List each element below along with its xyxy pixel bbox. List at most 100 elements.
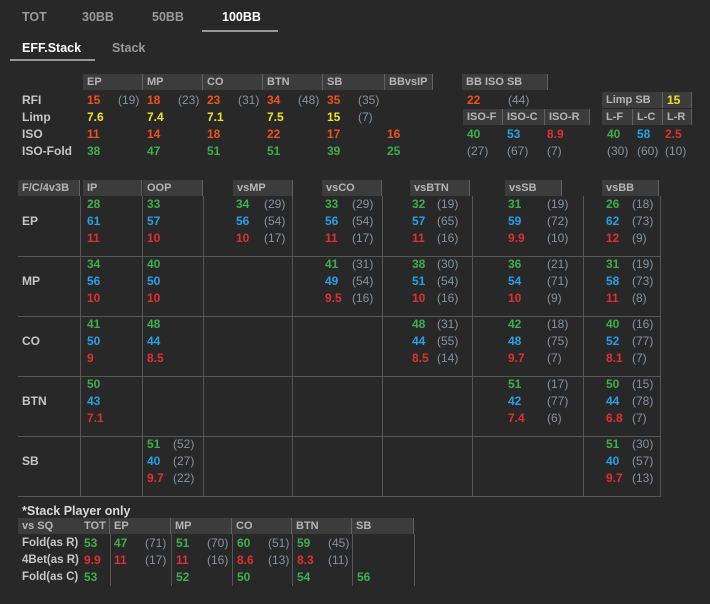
stat-value: 62: [606, 214, 620, 228]
stat-value: 47: [114, 536, 128, 550]
stat-value: 8.5: [412, 351, 429, 365]
row-label: MP: [22, 274, 40, 288]
stat-sample: (70): [207, 536, 229, 550]
stat-value: 22: [267, 127, 281, 141]
row-label: EP: [22, 214, 39, 228]
stat-value: 11: [325, 231, 338, 245]
col-header-ip: IP: [83, 180, 142, 196]
tab-30bb[interactable]: 30BB: [82, 10, 114, 24]
stat-value: 57: [147, 214, 161, 228]
t1-row-iso: ISO 11 14 18 22 17 16: [18, 126, 696, 143]
stat-value: 38: [87, 144, 101, 158]
stat-sample: (77): [547, 394, 569, 408]
stat-value: 32: [412, 197, 426, 211]
stat-value: 40: [147, 257, 161, 271]
col-header-l-c: L-C: [633, 109, 663, 125]
group-header-limp-sb: Limp SB: [602, 92, 663, 108]
t2-row-btn: BTN 50 43 7.1 51 (17) 42 (77) 7.4 (6) 50…: [18, 376, 678, 436]
tab-eff-stack[interactable]: EFF.Stack: [22, 41, 82, 55]
tab-tot[interactable]: TOT: [22, 10, 47, 24]
stat-sample: (72): [547, 214, 569, 228]
col-header-l-r: L-R: [663, 109, 692, 125]
tab-stack[interactable]: Stack: [112, 41, 146, 55]
stat-sample: (54): [437, 274, 459, 288]
stat-sample: (16): [437, 231, 459, 245]
stat-sample: (7): [632, 411, 647, 425]
stat-sample: (10): [547, 231, 569, 245]
col-header-iso-r: ISO-R: [545, 109, 590, 125]
stat-value: 53: [507, 127, 521, 141]
stat-value: 53: [84, 570, 98, 584]
stat-value: 40: [606, 317, 620, 331]
stat-sample: (16): [352, 291, 374, 305]
stat-sample: (16): [437, 291, 459, 305]
stat-sample: (73): [632, 274, 654, 288]
divider: [660, 196, 661, 496]
stat-value: 58: [606, 274, 620, 288]
stat-value: 9.7: [508, 351, 525, 365]
tab-50bb[interactable]: 50BB: [152, 10, 184, 24]
stat-value: 50: [87, 377, 101, 391]
stat-sample: (73): [632, 214, 654, 228]
stat-sample: (54): [264, 214, 286, 228]
stat-value: 51: [176, 536, 190, 550]
col-header-vssb: vsSB: [505, 180, 562, 196]
stat-value: 50: [87, 334, 101, 348]
col-header-co: CO: [232, 518, 292, 534]
col-header-vsbb: vsBB: [602, 180, 659, 196]
stat-value: 47: [147, 144, 161, 158]
stat-value: 56: [325, 214, 339, 228]
stat-sample: (30): [437, 257, 459, 271]
stat-value: 9.5: [325, 291, 342, 305]
col-header-sb: SB: [352, 518, 414, 534]
tab-100bb[interactable]: 100BB: [222, 10, 261, 24]
t1-row-rfi: RFI 15 (19) 18 (23) 23 (31) 34 (48) 35 (…: [18, 92, 696, 109]
stat-value: 7.4: [147, 110, 164, 124]
t3-row-4bet-as-r: 4Bet(as R) 9.9 11 (17) 11 (16) 8.6 (13) …: [18, 552, 418, 569]
stat-value: 50: [237, 570, 251, 584]
col-header-ep: EP: [83, 74, 143, 90]
stat-sample: (30): [607, 144, 629, 158]
stat-value: 48: [147, 317, 161, 331]
stat-sample: (45): [328, 536, 350, 550]
stat-value: 8.1: [606, 351, 623, 365]
stat-sample: (71): [547, 274, 569, 288]
stat-value: 50: [147, 274, 161, 288]
stat-value: 18: [207, 127, 221, 141]
stat-value: 41: [87, 317, 101, 331]
stat-value: 48: [508, 334, 522, 348]
corner-header-fc4v3b: F/C/4v3B: [18, 180, 80, 196]
stat-value: 48: [412, 317, 426, 331]
col-header-vsco: vsCO: [322, 180, 382, 196]
divider: [352, 534, 353, 586]
corner-header-vs-sq: vs SQ: [18, 518, 110, 534]
stat-value: 38: [412, 257, 426, 271]
stat-sample: (67): [507, 144, 529, 158]
stat-value: 15: [87, 93, 101, 107]
stat-sample: (22): [173, 471, 195, 485]
stat-value: 52: [606, 334, 620, 348]
stat-value: 9.7: [147, 471, 164, 485]
stat-value: 2.5: [665, 127, 682, 141]
stat-sample: (7): [632, 351, 647, 365]
stat-sample: (16): [207, 553, 229, 567]
divider: [18, 496, 661, 497]
stat-value: 10: [147, 231, 161, 245]
stat-value: 22: [467, 93, 481, 107]
stat-value: 11: [176, 553, 189, 567]
stat-value: 28: [87, 197, 101, 211]
stat-sample: (16): [632, 317, 654, 331]
stat-sample: (31): [437, 317, 459, 331]
stat-sample: (31): [238, 93, 260, 107]
stat-sample: (14): [437, 351, 459, 365]
stat-value: 6.8: [606, 411, 623, 425]
divider: [292, 534, 293, 586]
stat-sample: (7): [547, 351, 562, 365]
stat-sample: (9): [632, 231, 647, 245]
stat-value: 26: [606, 197, 620, 211]
stat-value: 9: [87, 351, 94, 365]
stat-sample: (17): [352, 231, 374, 245]
divider: [292, 196, 293, 496]
stat-sample: (57): [632, 454, 654, 468]
divider: [18, 256, 661, 257]
